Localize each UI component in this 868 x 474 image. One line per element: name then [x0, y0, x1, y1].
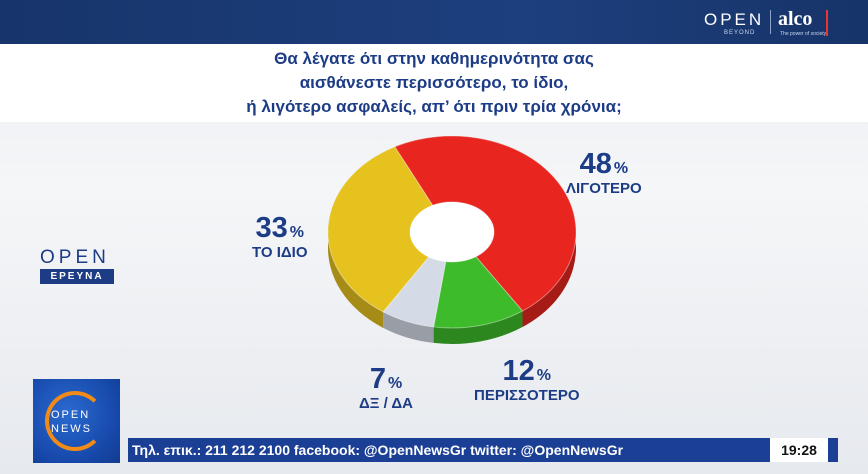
ticker-text: Τηλ. επικ.: 211 212 2100 facebook: @Open…: [132, 442, 624, 458]
open-research-open: OPEN: [40, 247, 110, 268]
news-logo-news: NEWS: [51, 423, 92, 435]
contact-ticker: Τηλ. επικ.: 211 212 2100 facebook: @Open…: [128, 438, 838, 462]
brand-divider: [770, 10, 771, 34]
label-dk-category: ΔΞ / ΔΑ: [359, 395, 413, 412]
open-research-label: ΕΡΕΥΝΑ: [40, 269, 114, 284]
label-dk-unit: %: [387, 375, 403, 392]
question-line-1: Θα λέγατε ότι στην καθημερινότητα σας: [274, 49, 594, 68]
alco-tagline: The power of society: [780, 31, 827, 37]
top-bar: OPEN BEYOND alco The power of society: [0, 0, 868, 44]
donut-wall-2: [383, 311, 434, 343]
label-more-category: ΠΕΡΙΣΣΟΤΕΡΟ: [474, 387, 580, 404]
open-beyond-subtitle: BEYOND: [724, 30, 756, 36]
alco-logo: alco: [778, 8, 813, 30]
question-line-3: ή λιγότερο ασφαλείς, απ’ ότι πριν τρία χ…: [246, 97, 622, 116]
label-dk-value: 7: [369, 363, 386, 395]
clock: 19:28: [770, 438, 828, 462]
label-more: 12% ΠΕΡΙΣΣΟΤΕΡΟ: [474, 355, 580, 404]
open-news-logo: OPEN NEWS: [33, 379, 120, 463]
label-less-unit: %: [613, 160, 629, 177]
label-dk: 7% ΔΞ / ΔΑ: [359, 363, 413, 412]
label-same-category: ΤΟ ΙΔΙΟ: [252, 244, 308, 261]
label-same-unit: %: [289, 224, 304, 241]
label-less-value: 48: [579, 148, 612, 180]
label-same: 33% ΤΟ ΙΔΙΟ: [252, 212, 308, 261]
open-research-logo: OPEN ΕΡΕΥΝΑ: [40, 248, 114, 284]
label-same-value: 33: [255, 212, 288, 244]
label-more-value: 12: [502, 355, 535, 387]
open-beyond-logo: OPEN: [704, 10, 765, 29]
accent-tick: [826, 10, 828, 36]
label-less: 48% ΛΙΓΟΤΕΡΟ: [566, 148, 642, 197]
label-less-category: ΛΙΓΟΤΕΡΟ: [566, 180, 642, 197]
label-more-unit: %: [536, 367, 552, 384]
question-line-2: αισθάνεστε περισσότερο, το ίδιο,: [299, 73, 569, 92]
question-band: [0, 44, 868, 122]
donut-hole: [410, 202, 494, 262]
news-logo-open: OPEN: [51, 409, 91, 421]
clock-tick: [830, 438, 834, 462]
donut-wall-1: [433, 310, 523, 344]
news-ring-icon: [45, 391, 105, 451]
